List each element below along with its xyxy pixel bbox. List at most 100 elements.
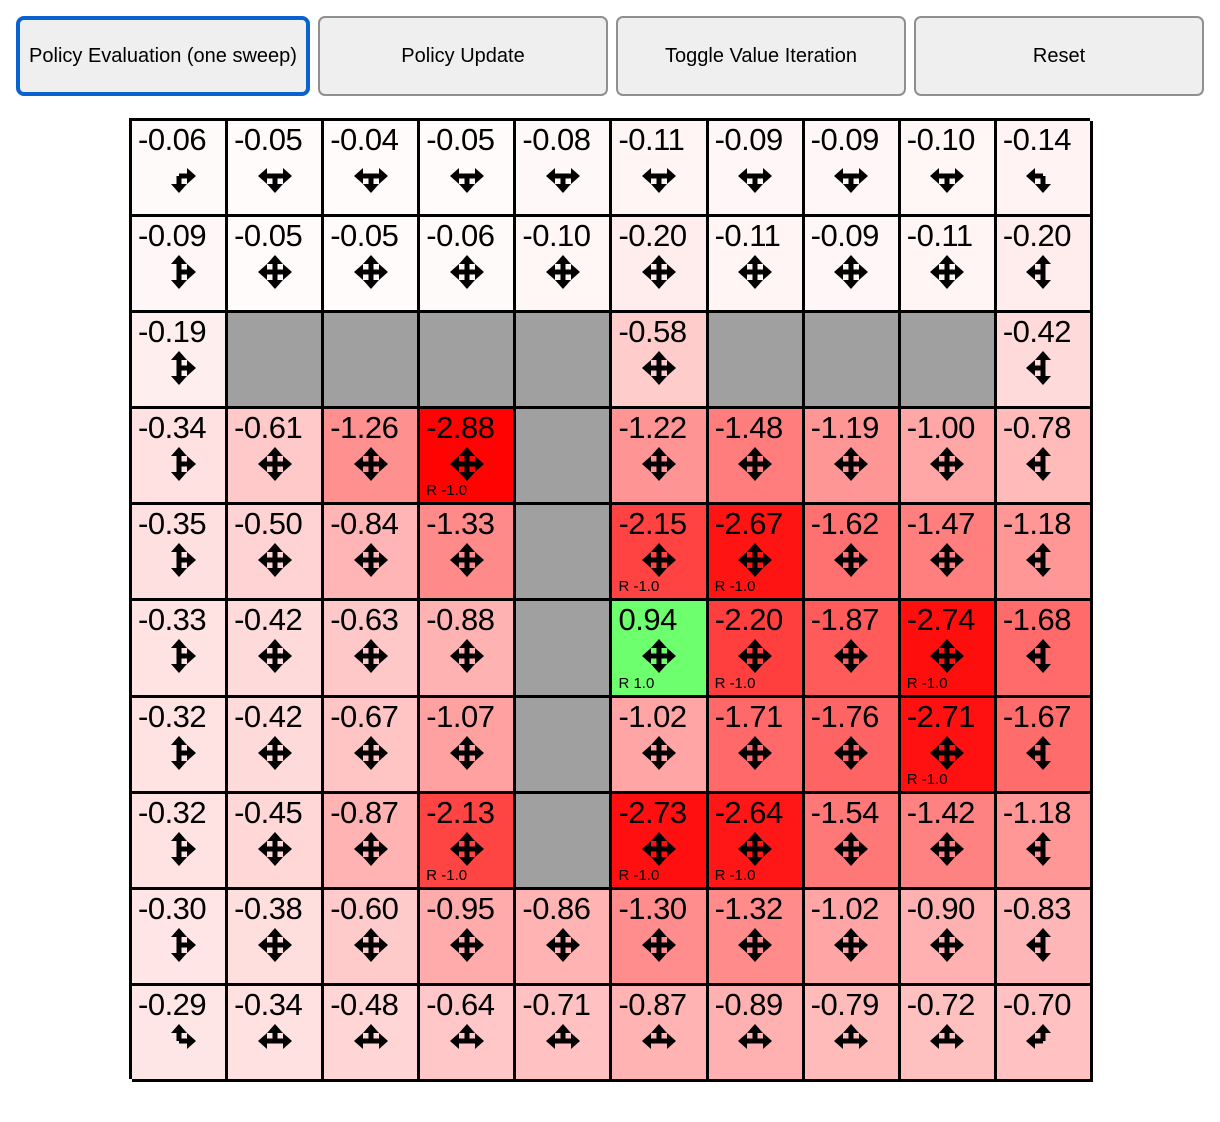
grid-cell[interactable]: -0.87	[612, 985, 709, 1082]
button-reset[interactable]: Reset	[914, 16, 1204, 96]
grid-cell[interactable]: -2.88 R -1.0	[420, 409, 517, 506]
grid-cell-wall[interactable]	[900, 313, 997, 410]
grid-cell[interactable]: -1.67	[996, 697, 1093, 794]
grid-cell[interactable]: -0.06	[132, 121, 229, 218]
grid-cell-wall[interactable]	[516, 601, 613, 698]
grid-cell[interactable]: -0.88	[420, 601, 517, 698]
grid-cell[interactable]: -0.38	[228, 889, 325, 986]
grid-cell[interactable]: -0.48	[324, 985, 421, 1082]
grid-cell[interactable]: -0.90	[900, 889, 997, 986]
grid-cell[interactable]: -1.32	[708, 889, 805, 986]
grid-cell[interactable]: -0.42	[228, 601, 325, 698]
grid-cell[interactable]: -0.71	[516, 985, 613, 1082]
grid-cell[interactable]: -0.05	[228, 217, 325, 314]
grid-cell-wall[interactable]	[420, 313, 517, 410]
grid-cell[interactable]: -1.19	[804, 409, 901, 506]
grid-cell[interactable]: -0.64	[420, 985, 517, 1082]
grid-cell[interactable]: -0.10	[516, 217, 613, 314]
grid-cell[interactable]: -0.35	[132, 505, 229, 602]
grid-cell-wall[interactable]	[324, 313, 421, 410]
grid-cell[interactable]: -0.63	[324, 601, 421, 698]
grid-cell[interactable]: -0.05	[420, 121, 517, 218]
grid-cell[interactable]: -0.33	[132, 601, 229, 698]
grid-cell[interactable]: -0.19	[132, 313, 229, 410]
grid-cell[interactable]: -0.84	[324, 505, 421, 602]
grid-cell[interactable]: -0.61	[228, 409, 325, 506]
grid-cell[interactable]: -0.09	[804, 217, 901, 314]
grid-cell-wall[interactable]	[516, 697, 613, 794]
grid-cell[interactable]: -0.32	[132, 793, 229, 890]
grid-cell[interactable]: -1.87	[804, 601, 901, 698]
grid-cell[interactable]: -0.60	[324, 889, 421, 986]
grid-cell[interactable]: -0.10	[900, 121, 997, 218]
grid-cell[interactable]: -0.09	[708, 121, 805, 218]
grid-cell[interactable]: -0.42	[996, 313, 1093, 410]
grid-cell[interactable]: -0.72	[900, 985, 997, 1082]
grid-cell[interactable]: -0.87	[324, 793, 421, 890]
grid-cell-wall[interactable]	[516, 409, 613, 506]
grid-cell[interactable]: -0.11	[708, 217, 805, 314]
grid-cell[interactable]: -1.68	[996, 601, 1093, 698]
grid-cell[interactable]: -0.11	[612, 121, 709, 218]
grid-cell[interactable]: -2.73 R -1.0	[612, 793, 709, 890]
grid-cell[interactable]: 0.94 R 1.0	[612, 601, 709, 698]
button-toggle-value-iteration[interactable]: Toggle Value Iteration	[616, 16, 906, 96]
grid-cell[interactable]: -1.42	[900, 793, 997, 890]
grid-cell[interactable]: -2.71 R -1.0	[900, 697, 997, 794]
grid-cell[interactable]: -1.71	[708, 697, 805, 794]
grid-cell[interactable]: -0.32	[132, 697, 229, 794]
grid-cell-wall[interactable]	[228, 313, 325, 410]
grid-cell[interactable]: -0.05	[324, 217, 421, 314]
grid-cell[interactable]: -2.74 R -1.0	[900, 601, 997, 698]
grid-cell[interactable]: -0.89	[708, 985, 805, 1082]
grid-cell[interactable]: -0.20	[996, 217, 1093, 314]
grid-cell[interactable]: -0.70	[996, 985, 1093, 1082]
grid-cell[interactable]: -2.20 R -1.0	[708, 601, 805, 698]
grid-cell-wall[interactable]	[516, 793, 613, 890]
grid-cell[interactable]: -0.29	[132, 985, 229, 1082]
grid-cell[interactable]: -1.18	[996, 505, 1093, 602]
grid-cell[interactable]: -0.04	[324, 121, 421, 218]
grid-cell[interactable]: -1.07	[420, 697, 517, 794]
grid-cell[interactable]: -1.76	[804, 697, 901, 794]
grid-cell[interactable]: -0.08	[516, 121, 613, 218]
grid-cell[interactable]: -1.30	[612, 889, 709, 986]
grid-cell[interactable]: -0.14	[996, 121, 1093, 218]
grid-cell[interactable]: -0.95	[420, 889, 517, 986]
grid-cell[interactable]: -0.86	[516, 889, 613, 986]
grid-cell[interactable]: -0.83	[996, 889, 1093, 986]
grid-cell[interactable]: -0.67	[324, 697, 421, 794]
grid-cell[interactable]: -2.13 R -1.0	[420, 793, 517, 890]
grid-cell-wall[interactable]	[804, 313, 901, 410]
grid-cell[interactable]: -0.06	[420, 217, 517, 314]
grid-cell-wall[interactable]	[516, 313, 613, 410]
grid-cell[interactable]: -0.34	[228, 985, 325, 1082]
grid-cell[interactable]: -0.79	[804, 985, 901, 1082]
button-policy-evaluation-one-sweep[interactable]: Policy Evaluation (one sweep)	[16, 16, 310, 96]
grid-cell[interactable]: -1.22	[612, 409, 709, 506]
grid-cell-wall[interactable]	[516, 505, 613, 602]
grid-cell[interactable]: -0.78	[996, 409, 1093, 506]
grid-cell[interactable]: -2.64 R -1.0	[708, 793, 805, 890]
grid-cell[interactable]: -2.15 R -1.0	[612, 505, 709, 602]
grid-cell[interactable]: -0.45	[228, 793, 325, 890]
grid-cell[interactable]: -0.34	[132, 409, 229, 506]
grid-cell[interactable]: -2.67 R -1.0	[708, 505, 805, 602]
grid-cell[interactable]: -0.42	[228, 697, 325, 794]
button-policy-update[interactable]: Policy Update	[318, 16, 608, 96]
grid-cell[interactable]: -0.50	[228, 505, 325, 602]
grid-cell-wall[interactable]	[708, 313, 805, 410]
grid-cell[interactable]: -1.02	[612, 697, 709, 794]
grid-cell[interactable]: -0.05	[228, 121, 325, 218]
grid-cell[interactable]: -1.26	[324, 409, 421, 506]
grid-cell[interactable]: -1.48	[708, 409, 805, 506]
grid-cell[interactable]: -1.00	[900, 409, 997, 506]
grid-cell[interactable]: -0.11	[900, 217, 997, 314]
grid-cell[interactable]: -0.20	[612, 217, 709, 314]
grid-cell[interactable]: -0.09	[132, 217, 229, 314]
grid-cell[interactable]: -0.30	[132, 889, 229, 986]
grid-cell[interactable]: -1.62	[804, 505, 901, 602]
grid-cell[interactable]: -1.47	[900, 505, 997, 602]
grid-cell[interactable]: -1.54	[804, 793, 901, 890]
grid-cell[interactable]: -1.18	[996, 793, 1093, 890]
